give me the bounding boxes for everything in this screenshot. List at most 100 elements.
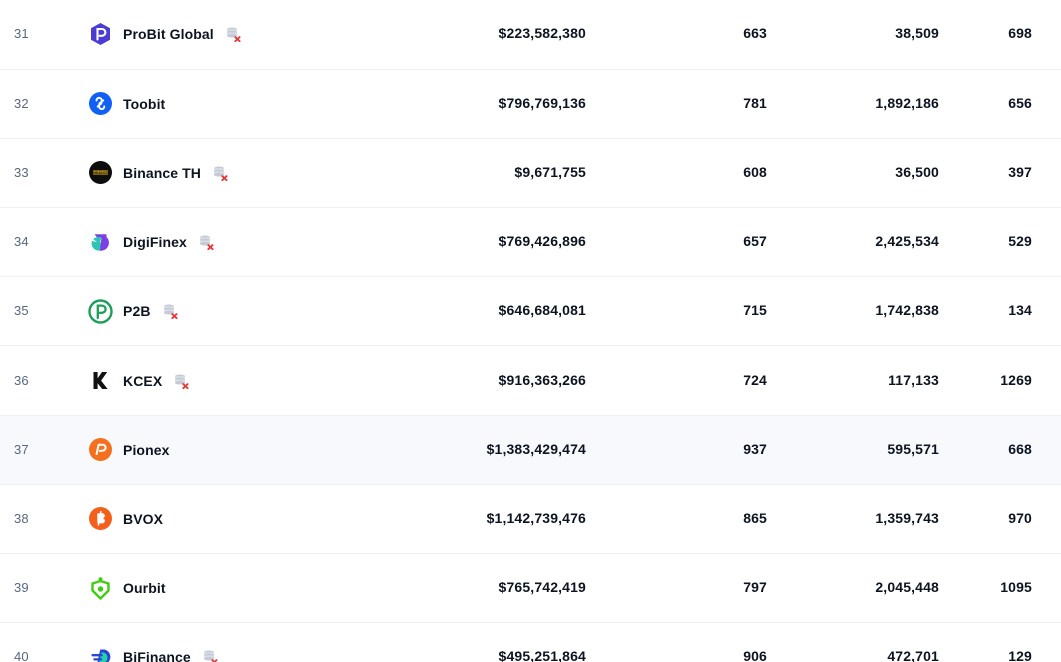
volume-value: $223,582,380 — [498, 25, 586, 42]
svg-text:BINANCE: BINANCE — [92, 171, 109, 175]
exchange-name[interactable]: Toobit — [123, 95, 166, 112]
table-row[interactable]: 31 ProBit Global $223,582,380 663 38,509 698 — [0, 0, 1061, 70]
volume-cell: $769,426,896 — [400, 208, 614, 277]
markets-value: 134 — [1008, 302, 1032, 319]
exchange-logo-icon — [88, 368, 113, 393]
table-row[interactable]: 36 KCEX $916,363,266 724 117,133 1269 — [0, 346, 1061, 416]
markets-cell: 529 — [968, 208, 1061, 277]
rank-value: 34 — [14, 234, 29, 250]
exchange-name[interactable]: Ourbit — [123, 580, 166, 597]
exchange-cell[interactable]: ProBit Global — [58, 0, 400, 69]
liquidity-value: 906 — [743, 648, 767, 662]
weekly-visits-cell: 595,571 — [796, 415, 968, 484]
exchange-name[interactable]: BiFinance — [123, 649, 191, 662]
weekly-visits-value: 1,742,838 — [875, 302, 939, 319]
table-row[interactable]: 39 Ourbit $765,742,419 797 2,045,448 1095 — [0, 554, 1061, 623]
liquidity-cell: 657 — [614, 208, 796, 277]
weekly-visits-cell: 1,742,838 — [796, 277, 968, 346]
markets-value: 668 — [1008, 440, 1032, 457]
exchange-logo-icon — [88, 645, 113, 662]
rank-cell: 40 — [0, 623, 58, 662]
exchange-name[interactable]: DigiFinex — [123, 234, 187, 251]
markets-cell: 656 — [968, 69, 1061, 138]
markets-value: 529 — [1008, 233, 1032, 250]
exchange-name[interactable]: KCEX — [123, 372, 163, 389]
rank-value: 36 — [14, 372, 29, 388]
weekly-visits-value: 2,425,534 — [875, 233, 939, 250]
exchange-cell[interactable]: KCEX — [58, 346, 400, 415]
exchange-cell[interactable]: BiFinance — [58, 623, 400, 662]
volume-cell: $9,671,755 — [400, 138, 614, 207]
liquidity-cell: 724 — [614, 346, 796, 415]
exchange-name[interactable]: Pionex — [123, 441, 170, 458]
rank-value: 35 — [14, 303, 29, 319]
exchange-cell[interactable]: BINANCE Binance TH — [58, 138, 400, 207]
weekly-visits-cell: 1,892,186 — [796, 69, 968, 138]
exchange-cell[interactable]: P2B — [58, 277, 400, 346]
database-x-icon[interactable] — [173, 373, 189, 389]
database-x-icon[interactable] — [212, 165, 228, 182]
liquidity-value: 715 — [743, 302, 767, 319]
markets-value: 656 — [1008, 94, 1032, 111]
table-row[interactable]: 38 BVOX $1,142,739,476 865 1,359,743 970 — [0, 484, 1061, 554]
liquidity-cell: 781 — [614, 69, 796, 138]
exchange-cell[interactable]: Toobit — [58, 69, 400, 138]
weekly-visits-cell: 38,509 — [796, 0, 968, 69]
table-row[interactable]: 32 Toobit $796,769,136 781 1,892,186 656 — [0, 69, 1061, 139]
liquidity-cell: 663 — [614, 0, 796, 69]
exchange-name[interactable]: P2B — [123, 303, 151, 320]
weekly-visits-cell: 2,425,534 — [796, 208, 968, 277]
markets-value: 397 — [1008, 163, 1032, 180]
weekly-visits-value: 2,045,448 — [875, 579, 939, 596]
volume-cell: $1,383,429,474 — [400, 415, 614, 484]
markets-cell: 1095 — [968, 554, 1061, 623]
liquidity-value: 865 — [743, 509, 767, 526]
table-row[interactable]: 40 BiFinance $495,251,864 906 472,701 129 — [0, 623, 1061, 662]
rank-cell: 35 — [0, 277, 58, 346]
database-x-icon[interactable] — [225, 26, 241, 43]
weekly-visits-cell: 117,133 — [796, 346, 968, 415]
exchange-cell[interactable]: BVOX — [58, 484, 400, 553]
rank-cell: 39 — [0, 554, 58, 623]
rank-cell: 33 — [0, 138, 58, 207]
exchange-name[interactable]: BVOX — [123, 510, 164, 527]
database-x-icon[interactable] — [162, 303, 178, 320]
volume-value: $9,671,755 — [514, 163, 586, 180]
volume-value: $765,742,419 — [498, 579, 586, 596]
liquidity-value: 797 — [743, 579, 767, 596]
exchange-name[interactable]: ProBit Global — [123, 26, 214, 43]
markets-cell: 1269 — [968, 346, 1061, 415]
liquidity-cell: 715 — [614, 277, 796, 346]
table-row[interactable]: 37 Pionex $1,383,429,474 937 595,571 668 — [0, 415, 1061, 485]
exchange-cell[interactable]: Pionex — [58, 415, 400, 484]
database-x-icon[interactable] — [198, 234, 214, 251]
liquidity-cell: 937 — [614, 415, 796, 484]
exchange-logo-icon: BINANCE — [88, 160, 113, 185]
volume-value: $495,251,864 — [498, 648, 586, 662]
weekly-visits-cell: 36,500 — [796, 138, 968, 207]
markets-value: 129 — [1008, 648, 1032, 662]
exchange-name[interactable]: Binance TH — [123, 164, 202, 181]
table-row[interactable]: 34 DigiFinex $769,426,896 657 2,425,534 529 — [0, 208, 1061, 277]
database-x-icon[interactable] — [202, 649, 218, 662]
markets-value: 970 — [1008, 509, 1032, 526]
volume-value: $646,684,081 — [498, 302, 586, 319]
liquidity-value: 663 — [743, 25, 767, 42]
volume-cell: $796,769,136 — [400, 69, 614, 138]
markets-cell: 668 — [968, 415, 1061, 484]
weekly-visits-value: 595,571 — [887, 440, 939, 457]
exchange-cell[interactable]: Ourbit — [58, 554, 400, 623]
rank-cell: 32 — [0, 69, 58, 138]
exchange-logo-icon — [88, 91, 113, 116]
rank-cell: 34 — [0, 208, 58, 277]
weekly-visits-value: 472,701 — [887, 648, 939, 662]
volume-value: $1,383,429,474 — [486, 440, 586, 457]
volume-value: $916,363,266 — [498, 371, 586, 388]
table-row[interactable]: 33 BINANCE Binance TH $9,671,755 608 36,500 39… — [0, 138, 1061, 208]
exchange-cell[interactable]: DigiFinex — [58, 208, 400, 277]
table-row[interactable]: 35 P2B $646,684,081 715 1,742,838 134 — [0, 277, 1061, 346]
rank-value: 39 — [14, 580, 29, 596]
